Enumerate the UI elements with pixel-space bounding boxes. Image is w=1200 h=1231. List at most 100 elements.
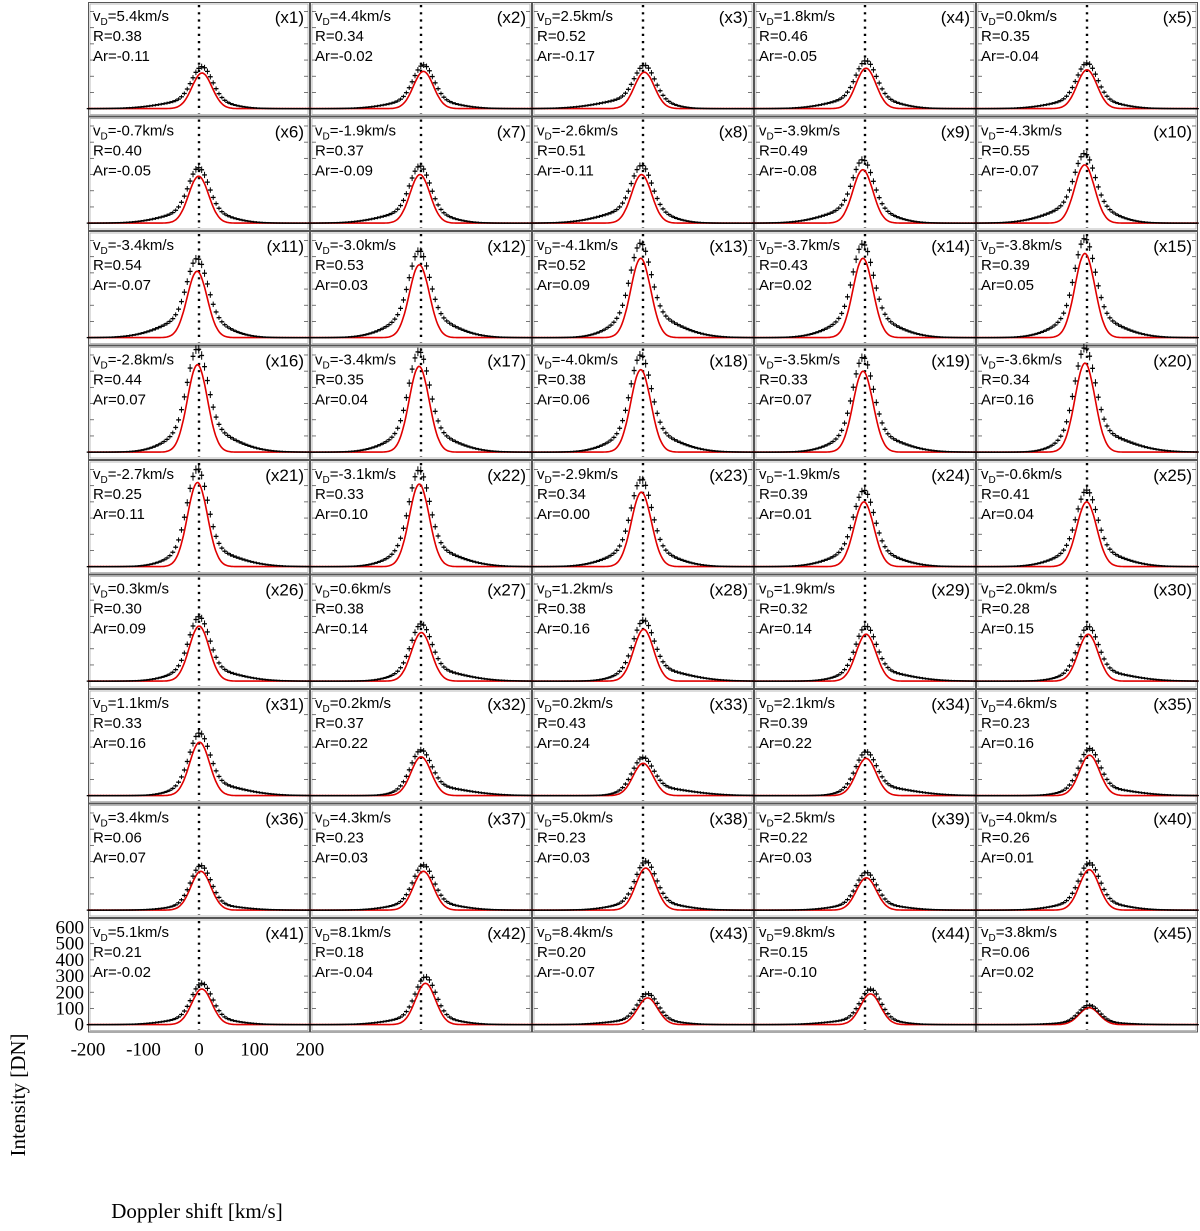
velocity-symbol: v xyxy=(93,123,101,140)
velocity-symbol: v xyxy=(93,466,101,483)
velocity-value: =-4.0km/s xyxy=(552,352,618,369)
observed-profile xyxy=(530,162,755,224)
velocity-symbol: v xyxy=(981,8,989,25)
velocity-value: =-1.9km/s xyxy=(774,466,840,483)
r-value-label: R=0.33 xyxy=(315,486,364,503)
velocity-symbol: v xyxy=(981,466,989,483)
panel-inner-frame xyxy=(89,3,309,115)
velocity-value: =-3.0km/s xyxy=(330,237,396,254)
panel-label: (x20) xyxy=(1153,352,1192,371)
velocity-value: =-2.9km/s xyxy=(552,466,618,483)
velocity-symbol: v xyxy=(93,352,101,369)
panel-label: (x13) xyxy=(709,237,748,256)
r-value-label: R=0.34 xyxy=(315,28,364,45)
velocity-symbol: v xyxy=(315,123,323,140)
ar-value-label: Ar=0.00 xyxy=(537,506,590,523)
velocity-subscript: D xyxy=(101,475,108,486)
velocity-subscript: D xyxy=(767,246,774,257)
velocity-subscript: D xyxy=(545,475,552,486)
velocity-value: =0.6km/s xyxy=(330,581,391,598)
velocity-subscript: D xyxy=(323,246,330,257)
r-value-label: R=0.51 xyxy=(537,143,586,160)
velocity-symbol: v xyxy=(537,123,545,140)
r-value-label: R=0.33 xyxy=(759,372,808,389)
velocity-value: =-3.1km/s xyxy=(330,466,396,483)
r-value-label: R=0.34 xyxy=(537,486,586,503)
velocity-label: vD=-3.5km/s xyxy=(759,352,840,372)
panel-inner-frame xyxy=(755,118,975,230)
observed-profile xyxy=(86,344,311,453)
r-value-label: R=0.55 xyxy=(981,143,1030,160)
observed-profile xyxy=(530,239,755,339)
panel-frame xyxy=(310,460,532,575)
velocity-label: vD=-3.4km/s xyxy=(315,352,396,372)
r-value-label: R=0.52 xyxy=(537,28,586,45)
velocity-label: vD=0.6km/s xyxy=(315,581,391,601)
ar-value-label: Ar=-0.11 xyxy=(537,163,594,180)
velocity-value: =0.0km/s xyxy=(996,8,1057,25)
velocity-subscript: D xyxy=(101,246,108,257)
panel-label: (x12) xyxy=(487,237,526,256)
velocity-symbol: v xyxy=(93,237,101,254)
panel-label: (x1) xyxy=(275,8,304,27)
panel-frame xyxy=(754,345,976,460)
observed-profile xyxy=(308,347,533,453)
velocity-value: =-3.7km/s xyxy=(774,237,840,254)
velocity-symbol: v xyxy=(759,237,767,254)
velocity-symbol: v xyxy=(759,352,767,369)
velocity-symbol: v xyxy=(93,8,101,25)
velocity-label: vD=-4.0km/s xyxy=(537,352,618,372)
ar-value-label: Ar=0.04 xyxy=(981,506,1034,523)
panel-inner-frame xyxy=(755,347,975,459)
observed-profile xyxy=(530,62,755,110)
velocity-symbol: v xyxy=(759,123,767,140)
panel-inner-frame xyxy=(89,118,309,230)
panel-label: (x19) xyxy=(931,352,970,371)
ar-value-label: Ar=0.10 xyxy=(315,506,368,523)
velocity-subscript: D xyxy=(989,17,996,28)
panel-inner-frame xyxy=(533,576,753,688)
panel-label: (x21) xyxy=(265,466,304,485)
ar-value-label: Ar=0.05 xyxy=(981,277,1034,294)
velocity-label: vD=-1.9km/s xyxy=(759,466,840,486)
panel-label: (x4) xyxy=(941,8,970,27)
panel-label: (x23) xyxy=(709,466,748,485)
panel-ticks xyxy=(90,11,308,110)
observed-profile xyxy=(752,353,977,453)
ar-value-label: Ar=0.14 xyxy=(315,621,368,638)
ar-value-label: Ar=-0.05 xyxy=(93,163,151,180)
observed-profile xyxy=(86,254,311,339)
velocity-subscript: D xyxy=(545,132,552,143)
observed-profile xyxy=(308,61,533,110)
velocity-label: vD=-0.7km/s xyxy=(93,123,174,143)
panel-label: (x8) xyxy=(719,123,748,142)
panel-inner-frame xyxy=(755,3,975,115)
panel-label: (x22) xyxy=(487,466,526,485)
velocity-label: vD=0.3km/s xyxy=(93,581,169,601)
velocity-value: =2.5km/s xyxy=(552,8,613,25)
velocity-value: =-3.9km/s xyxy=(774,123,840,140)
observed-profile xyxy=(530,616,755,682)
observed-profile xyxy=(752,57,977,110)
panel-label: (x25) xyxy=(1153,466,1192,485)
velocity-subscript: D xyxy=(545,246,552,257)
velocity-subscript: D xyxy=(101,590,108,601)
ar-value-label: Ar=0.09 xyxy=(537,277,590,294)
observed-profile xyxy=(86,613,311,682)
velocity-label: vD=-1.9km/s xyxy=(315,123,396,143)
observed-profile xyxy=(974,343,1199,453)
panel-label: (x2) xyxy=(497,8,526,27)
panel-label: (x10) xyxy=(1153,123,1192,142)
velocity-value: =0.3km/s xyxy=(108,581,169,598)
r-value-label: R=0.38 xyxy=(315,601,364,618)
panel-ticks xyxy=(312,11,530,110)
